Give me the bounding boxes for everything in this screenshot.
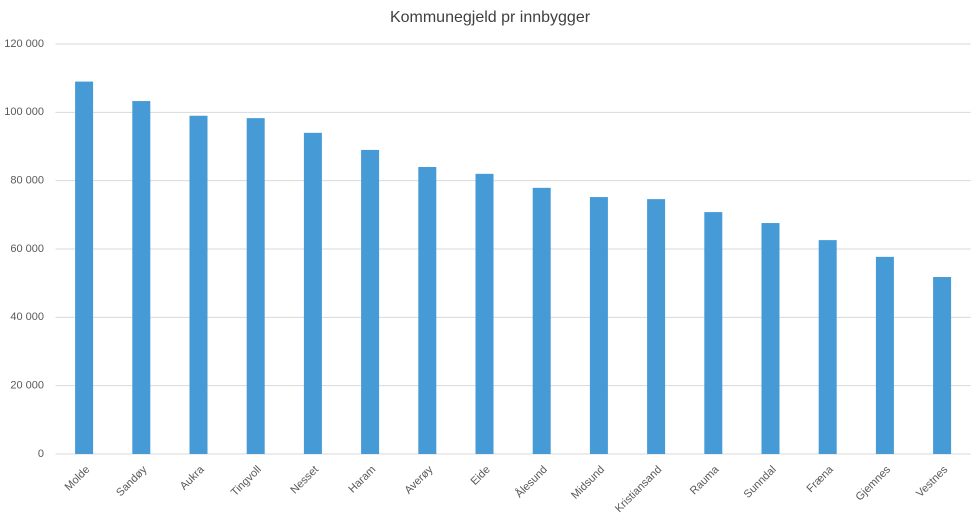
bar xyxy=(75,81,94,454)
bar xyxy=(475,173,494,455)
bar xyxy=(933,277,952,454)
y-tick-label: 20 000 xyxy=(10,380,44,392)
y-tick-label: 100 000 xyxy=(4,106,44,118)
x-tick-label: Vestnes xyxy=(914,463,951,500)
bar xyxy=(418,167,437,454)
bar xyxy=(704,212,723,454)
x-tick-label: Averøy xyxy=(402,463,435,496)
y-tick-label: 60 000 xyxy=(10,243,44,255)
y-tick-label: 40 000 xyxy=(10,311,44,323)
x-tick-label: Rauma xyxy=(688,463,722,497)
x-tick-label: Aukra xyxy=(178,463,207,492)
y-tick-label: 0 xyxy=(38,448,44,460)
y-tick-label: 80 000 xyxy=(10,175,44,187)
bar xyxy=(532,187,551,454)
bar xyxy=(761,223,780,454)
x-tick-label: Molde xyxy=(63,464,93,494)
bar xyxy=(189,115,208,454)
x-tick-label: Sandøy xyxy=(114,463,150,499)
bar xyxy=(132,101,151,454)
bar xyxy=(589,197,608,455)
y-tick-label: 120 000 xyxy=(4,38,44,50)
bar xyxy=(303,132,322,455)
bar xyxy=(246,118,265,455)
chart-title: Kommunegjeld pr innbygger xyxy=(390,9,591,26)
bar xyxy=(818,240,837,454)
bar xyxy=(361,149,380,454)
x-tick-label: Ålesund xyxy=(513,463,550,500)
x-tick-label: Eide xyxy=(469,464,493,488)
bar xyxy=(647,199,666,454)
x-tick-label: Nesset xyxy=(288,464,321,497)
x-tick-label: Gjemnes xyxy=(853,463,893,503)
x-tick-label: Tingvoll xyxy=(229,464,264,499)
x-tick-label: Kristiansand xyxy=(613,464,664,515)
x-tick-label: Midsund xyxy=(569,464,607,502)
x-tick-label: Haram xyxy=(346,464,378,496)
x-tick-label: Fræna xyxy=(804,463,836,495)
x-tick-label: Sunndal xyxy=(742,464,779,501)
bar xyxy=(875,256,894,454)
